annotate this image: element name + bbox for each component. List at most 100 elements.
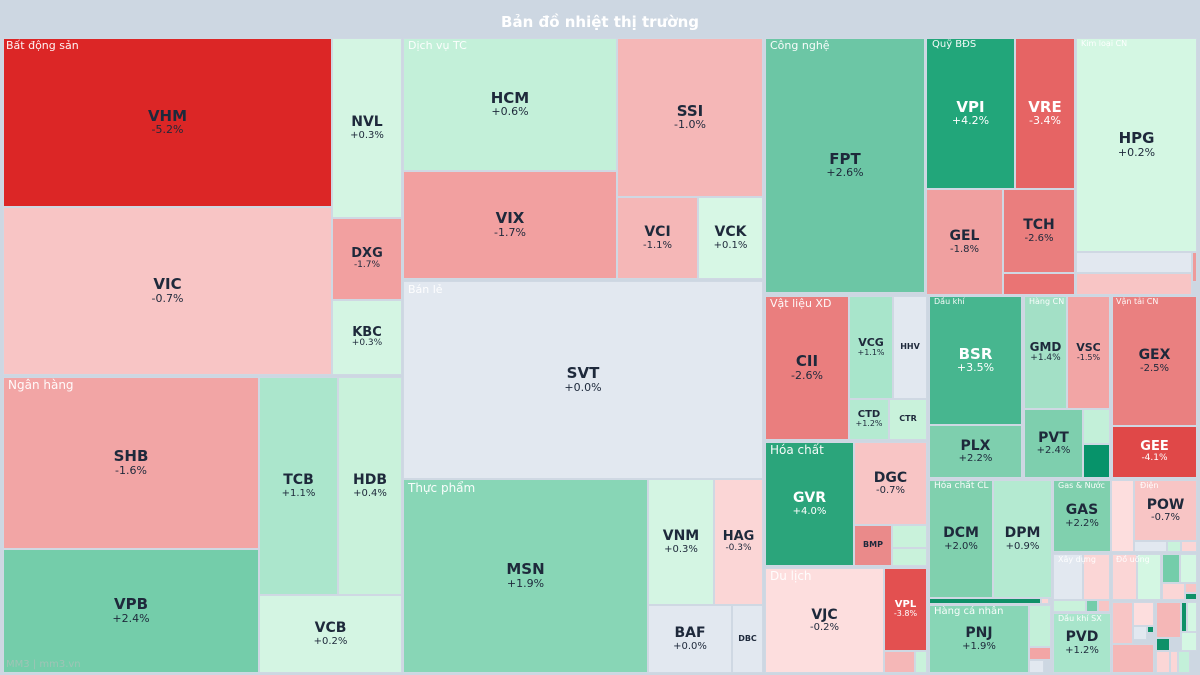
tile-vcg[interactable]: VCG +1.1% [849, 296, 893, 399]
tile[interactable] [1083, 409, 1110, 444]
tile[interactable] [1098, 600, 1110, 612]
tile-pow[interactable]: POW -0.7% [1134, 480, 1197, 541]
tile-gex[interactable]: GEX -2.5% [1112, 296, 1197, 426]
tile[interactable] [1083, 554, 1110, 600]
tile-gas[interactable]: GAS +2.2% [1053, 480, 1111, 552]
tile[interactable] [892, 525, 927, 548]
tile[interactable] [1156, 651, 1170, 673]
tile-hdb[interactable]: HDB +0.4% [338, 377, 402, 595]
tile[interactable] [1147, 626, 1154, 633]
tile-dcm[interactable]: DCM +2.0% [929, 480, 993, 598]
tile-fpt[interactable]: FPT +2.6% [765, 38, 925, 293]
tile-hhv[interactable]: HHV [893, 296, 927, 399]
tile[interactable] [1076, 273, 1192, 295]
tile-nvl[interactable]: NVL +0.3% [332, 38, 402, 218]
tile[interactable] [1041, 598, 1049, 604]
tile-hcm[interactable]: HCM +0.6% [403, 38, 617, 171]
tile[interactable] [1156, 638, 1170, 651]
tile-vix[interactable]: VIX -1.7% [403, 171, 617, 279]
tile-vjc[interactable]: VJC -0.2% [765, 568, 884, 673]
tile-change: -4.1% [1141, 452, 1168, 463]
tile[interactable] [884, 651, 915, 673]
tile-tch[interactable]: TCH -2.6% [1003, 189, 1075, 273]
tile-hag[interactable]: HAG -0.3% [714, 479, 763, 605]
tile-ctd[interactable]: CTD +1.2% [849, 399, 889, 440]
tile-pnj[interactable]: PNJ +1.9% [929, 605, 1029, 673]
tile-gel[interactable]: GEL -1.8% [926, 189, 1003, 295]
tile-symbol: MSN [506, 560, 545, 579]
tile[interactable] [1083, 444, 1110, 478]
tile-baf[interactable]: BAF +0.0% [648, 605, 732, 673]
tile[interactable] [1029, 660, 1044, 673]
tile-vcb[interactable]: VCB +0.2% [259, 595, 402, 673]
tile[interactable] [892, 548, 927, 566]
tile[interactable] [1192, 252, 1197, 282]
tile-kbc[interactable]: KBC +0.3% [332, 300, 402, 375]
tile-msn[interactable]: MSN +1.9% [403, 479, 648, 673]
tile-ssi[interactable]: SSI -1.0% [617, 38, 763, 197]
tile[interactable] [1133, 602, 1154, 626]
tile-bsr[interactable]: BSR +3.5% [929, 296, 1022, 425]
tile[interactable] [1112, 602, 1133, 644]
tile-vre[interactable]: VRE -3.4% [1015, 38, 1075, 189]
tile-symbol: HCM [490, 88, 530, 107]
tile[interactable] [1185, 593, 1197, 600]
tile-plx[interactable]: PLX +2.2% [929, 425, 1022, 478]
tile[interactable] [1180, 554, 1197, 583]
tile-bmp[interactable]: BMP [854, 525, 892, 566]
tile-gmd[interactable]: GMD +1.4% [1024, 296, 1067, 409]
tile-dbc[interactable]: DBC [732, 605, 763, 673]
tile[interactable] [1181, 632, 1197, 651]
tile-ctr[interactable]: CTR [889, 399, 927, 440]
tile-svt[interactable]: SVT +0.0% [403, 281, 763, 479]
tile[interactable] [915, 651, 927, 673]
tile[interactable] [1029, 605, 1051, 647]
tile-cii[interactable]: CII -2.6% [765, 296, 849, 440]
tile[interactable] [1112, 554, 1137, 600]
tile[interactable] [1178, 651, 1190, 673]
tile-vic[interactable]: VIC -0.7% [3, 207, 332, 375]
tile-pvt[interactable]: PVT +2.4% [1024, 409, 1083, 478]
tile[interactable] [1112, 644, 1154, 673]
tile-vpl[interactable]: VPL -3.8% [884, 568, 927, 651]
tile-vpi[interactable]: VPI +4.2% [926, 38, 1015, 189]
tile-gvr[interactable]: GVR +4.0% [765, 442, 854, 566]
tile-vhm[interactable]: VHM -5.2% [3, 38, 332, 207]
tile[interactable] [1029, 647, 1051, 660]
tile-vnm[interactable]: VNM +0.3% [648, 479, 714, 605]
tile-hpg[interactable]: HPG +0.2% [1076, 38, 1197, 252]
tile-vsc[interactable]: VSC -1.5% [1067, 296, 1110, 409]
tile[interactable] [1162, 554, 1180, 583]
tile-pvd[interactable]: PVD +1.2% [1053, 613, 1111, 673]
tile-vpb[interactable]: VPB +2.4% [3, 549, 259, 673]
tile[interactable] [1181, 541, 1197, 552]
tile[interactable] [1156, 602, 1181, 638]
tile[interactable] [1137, 554, 1161, 600]
tile[interactable] [1076, 252, 1192, 273]
tile[interactable] [929, 598, 1041, 604]
tile[interactable] [1053, 554, 1083, 600]
tile-change: +1.1% [281, 487, 316, 499]
tile[interactable] [1187, 602, 1197, 632]
tile-gee[interactable]: GEE -4.1% [1112, 426, 1197, 478]
tile[interactable] [1185, 583, 1197, 593]
tile[interactable] [1170, 651, 1178, 673]
tile-dgc[interactable]: DGC -0.7% [854, 442, 927, 525]
tile[interactable] [1162, 583, 1185, 600]
tile[interactable] [1111, 480, 1134, 552]
tile[interactable] [1086, 600, 1098, 612]
tile-shb[interactable]: SHB -1.6% [3, 377, 259, 549]
tile-vck[interactable]: VCK +0.1% [698, 197, 763, 279]
tile-tcb[interactable]: TCB +1.1% [259, 377, 338, 595]
tile-symbol: DBC [738, 633, 757, 643]
tile[interactable] [1167, 541, 1181, 552]
tile-vci[interactable]: VCI -1.1% [617, 197, 698, 279]
tile-dxg[interactable]: DXG -1.7% [332, 218, 402, 300]
tile[interactable] [1181, 602, 1187, 632]
tile[interactable] [1134, 541, 1167, 552]
tile[interactable] [1133, 626, 1147, 640]
tile[interactable] [1003, 273, 1075, 295]
tile-symbol: GEX [1138, 347, 1171, 364]
tile-dpm[interactable]: DPM +0.9% [993, 480, 1052, 598]
tile[interactable] [1053, 600, 1086, 612]
